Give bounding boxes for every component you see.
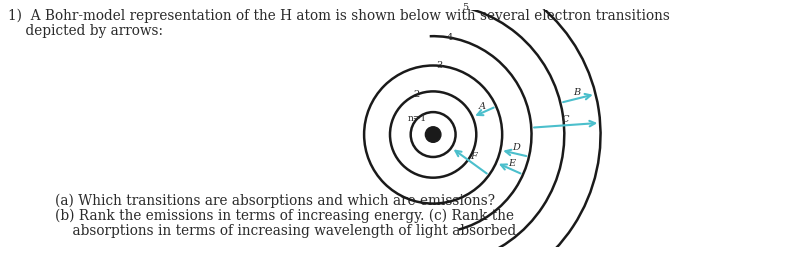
Text: 3: 3 [436,61,442,70]
Text: F: F [470,152,477,161]
Text: n=1: n=1 [408,114,427,123]
Text: B: B [573,88,580,97]
Text: 5: 5 [462,3,468,12]
Text: D: D [512,143,520,152]
Text: E: E [509,159,516,168]
Text: A: A [478,102,485,111]
Text: (a) Which transitions are absorptions and which are emissions?: (a) Which transitions are absorptions an… [55,194,495,208]
Text: 4: 4 [447,33,453,42]
Text: depicted by arrows:: depicted by arrows: [8,24,163,38]
Text: 1)  A Bohr-model representation of the H atom is shown below with several electr: 1) A Bohr-model representation of the H … [8,9,670,23]
Text: (b) Rank the emissions in terms of increasing energy. (c) Rank the: (b) Rank the emissions in terms of incre… [55,209,514,223]
Text: absorptions in terms of increasing wavelength of light absorbed.: absorptions in terms of increasing wavel… [55,224,521,238]
Circle shape [425,127,441,142]
Text: 2: 2 [414,90,420,99]
Text: C: C [562,115,569,124]
